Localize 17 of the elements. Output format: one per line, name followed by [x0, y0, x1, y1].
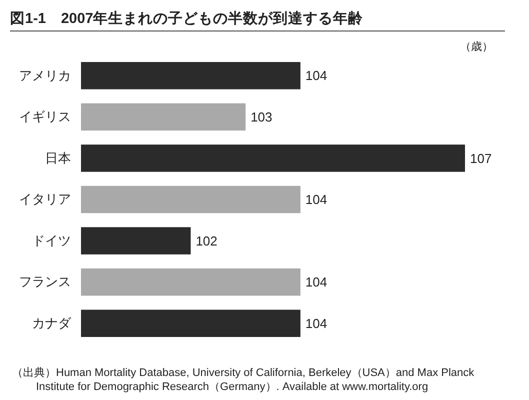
data-label: 103	[250, 109, 272, 124]
text: （出典）Human Mortality Database, University of California, Berkeley（USA）and Max Planck Institute for Demographic Research（Germany）. Available at www.mortality.org	[12, 366, 475, 393]
data-label: 102	[196, 233, 218, 248]
data-label: 104	[305, 192, 328, 208]
y-tick-label: アメリカ	[19, 68, 71, 83]
data-label: 104	[305, 316, 328, 331]
data-label: 104	[305, 68, 328, 84]
x-axis-title: （歳）	[460, 40, 493, 53]
chart-title: 図1-1 2007年生まれの子どもの半数が到達する年齢	[10, 10, 364, 27]
y-tick-label: 日本	[45, 150, 71, 166]
y-tick-label: カナダ	[32, 316, 72, 331]
y-tick-label: イギリス	[19, 109, 71, 124]
y-tick-label: フランス	[19, 274, 71, 290]
y-tick-label: イタリア	[19, 192, 71, 207]
data-label: 104	[305, 274, 328, 290]
y-tick-label: ドイツ	[32, 232, 71, 248]
data-label: 107	[470, 150, 492, 166]
